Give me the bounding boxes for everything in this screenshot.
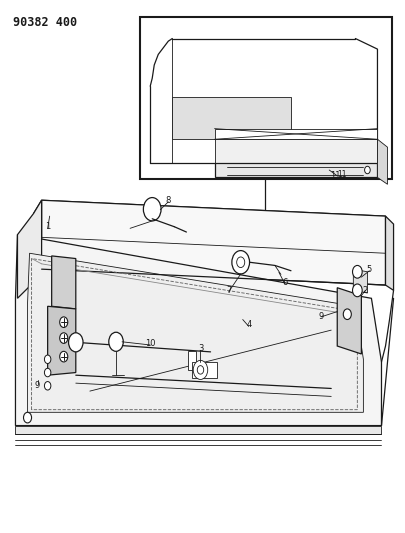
Circle shape [109, 332, 123, 351]
Circle shape [60, 333, 68, 343]
Text: 9: 9 [35, 381, 40, 390]
Text: 9: 9 [318, 312, 324, 321]
Polygon shape [52, 256, 76, 309]
Circle shape [193, 360, 208, 379]
Polygon shape [15, 235, 382, 425]
Circle shape [232, 251, 249, 274]
Circle shape [352, 265, 362, 278]
Circle shape [237, 257, 245, 268]
Circle shape [45, 382, 51, 390]
Circle shape [45, 355, 51, 364]
Polygon shape [34, 200, 386, 229]
Polygon shape [42, 200, 386, 285]
Polygon shape [215, 128, 377, 139]
Bar [140, 17, 392, 179]
Circle shape [60, 351, 68, 362]
Circle shape [143, 198, 161, 221]
Polygon shape [28, 253, 363, 413]
Text: 2: 2 [363, 286, 368, 295]
Circle shape [197, 366, 204, 374]
Polygon shape [353, 269, 367, 293]
Text: 4: 4 [246, 320, 252, 329]
Polygon shape [377, 139, 388, 184]
Polygon shape [48, 306, 76, 375]
Text: 1: 1 [45, 222, 50, 231]
Polygon shape [337, 288, 361, 354]
Text: 6: 6 [282, 278, 288, 287]
Polygon shape [386, 216, 394, 290]
Text: 11: 11 [330, 171, 341, 180]
Text: 10: 10 [145, 339, 156, 348]
Text: 5: 5 [367, 265, 372, 273]
Polygon shape [188, 351, 196, 370]
Polygon shape [192, 362, 217, 378]
Polygon shape [215, 139, 377, 163]
Polygon shape [215, 163, 377, 177]
Text: 11: 11 [337, 171, 347, 180]
Text: 8: 8 [166, 196, 171, 205]
Circle shape [343, 309, 351, 319]
Polygon shape [15, 425, 382, 433]
Polygon shape [17, 200, 42, 298]
Circle shape [364, 166, 370, 174]
Circle shape [23, 413, 32, 423]
Text: 7: 7 [226, 286, 231, 295]
Circle shape [45, 368, 51, 377]
Circle shape [352, 284, 362, 297]
Text: 3: 3 [198, 344, 203, 353]
Circle shape [68, 333, 83, 352]
Polygon shape [173, 97, 291, 139]
Text: 90382 400: 90382 400 [13, 16, 78, 29]
Circle shape [60, 317, 68, 327]
